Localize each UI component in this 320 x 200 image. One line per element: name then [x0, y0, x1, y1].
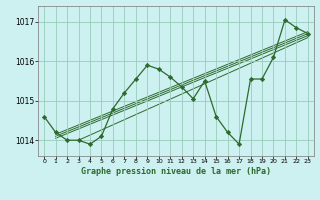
X-axis label: Graphe pression niveau de la mer (hPa): Graphe pression niveau de la mer (hPa): [81, 167, 271, 176]
